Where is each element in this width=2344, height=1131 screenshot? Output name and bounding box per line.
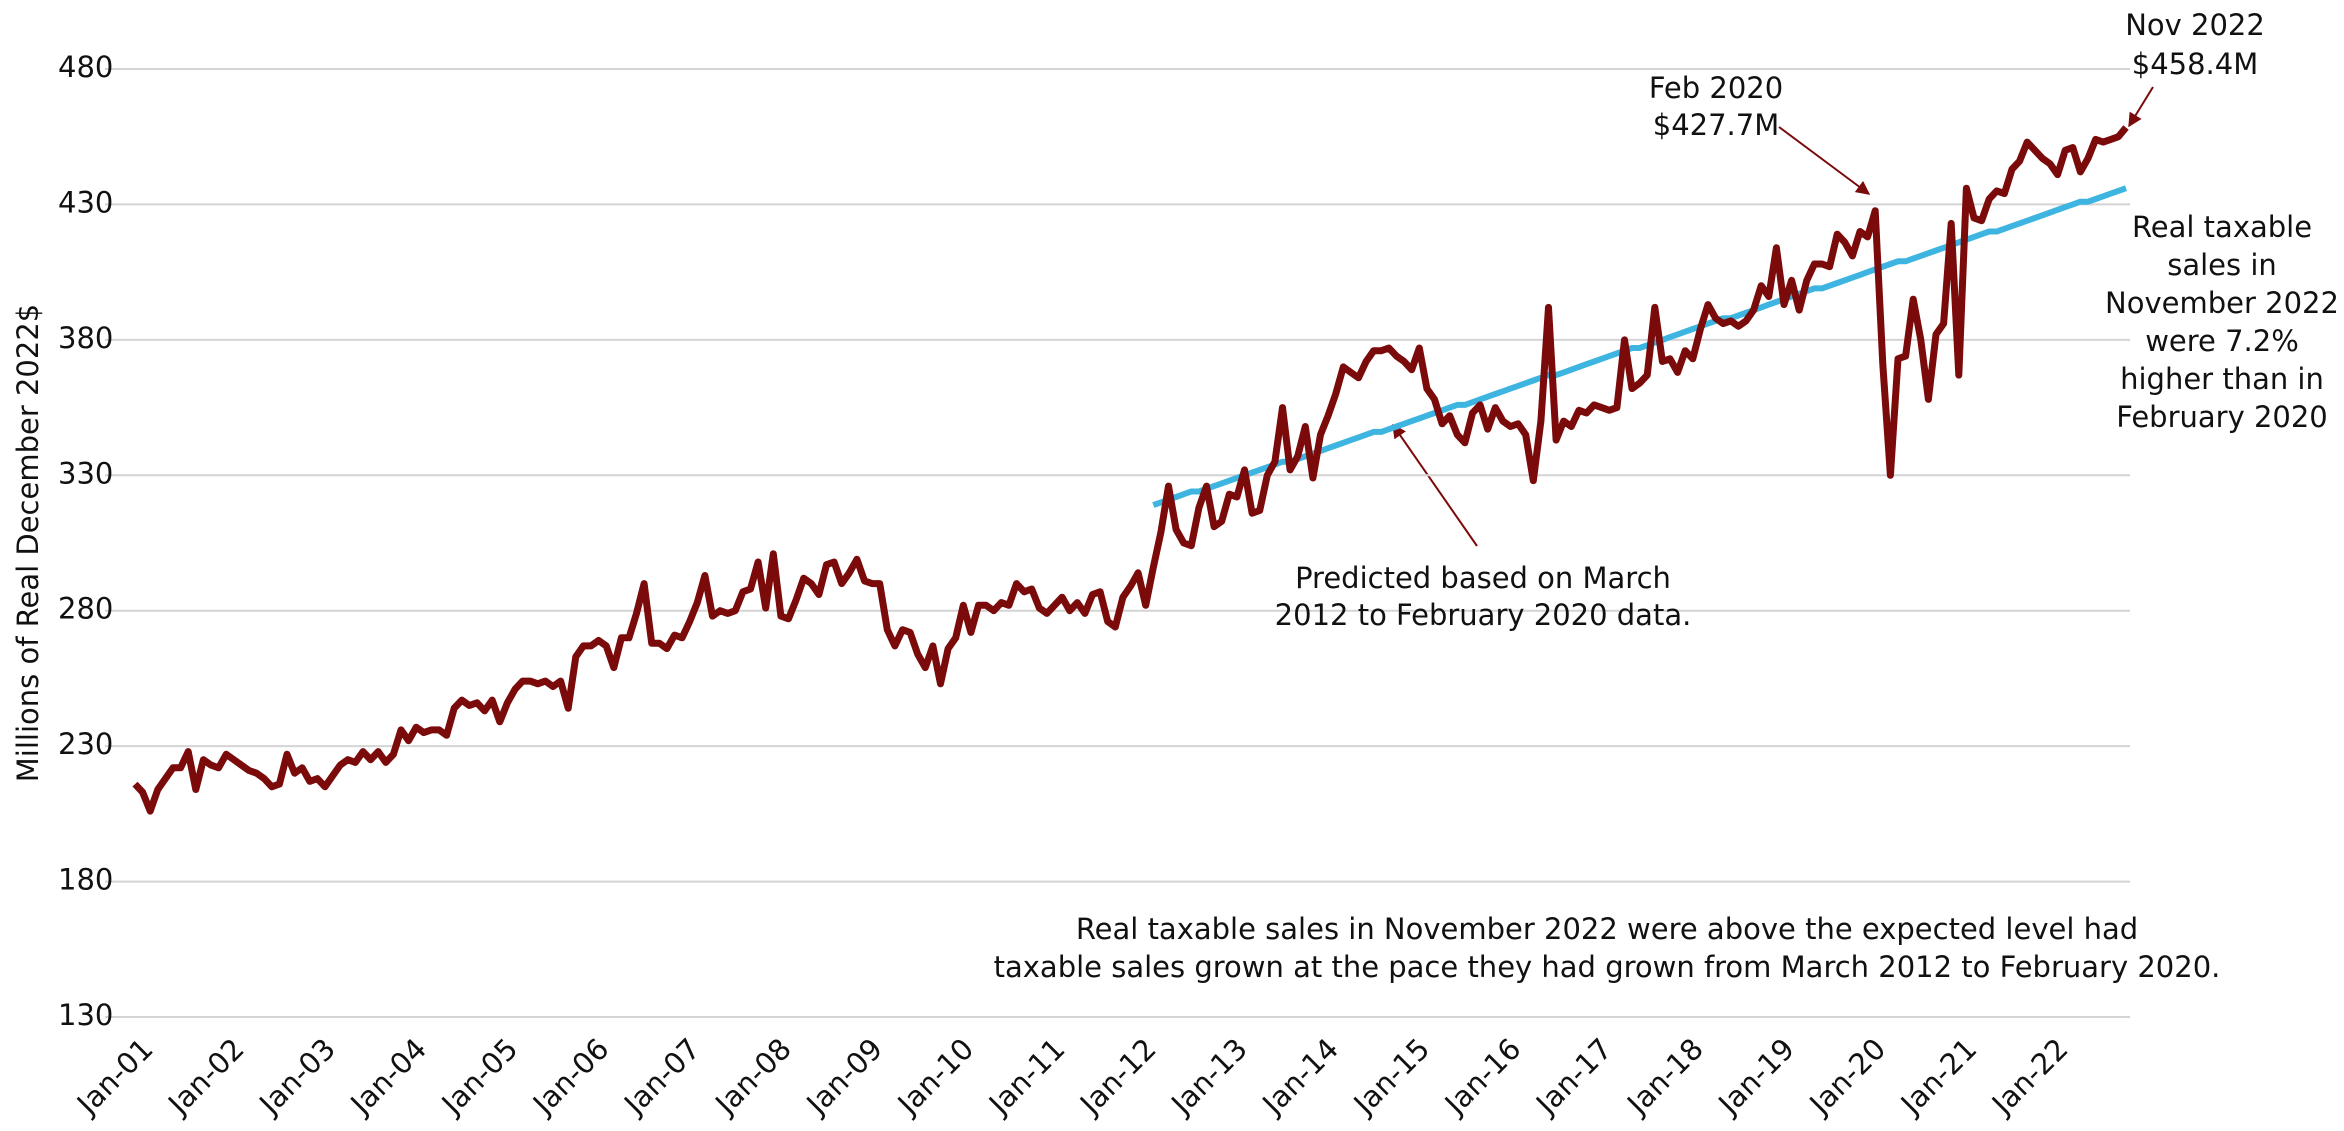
annotation: taxable sales grown at the pace they had… (994, 950, 2221, 984)
x-tick-label: Jan-12 (1072, 1032, 1163, 1123)
y-tick-label: 280 (58, 592, 113, 626)
y-tick-label: 330 (58, 456, 113, 490)
y-axis-label: Millions of Real December 2022$ (11, 304, 45, 782)
annotation: Real taxable sales in November 2022 were… (1076, 912, 2138, 946)
annotation: were 7.2% (2145, 324, 2299, 358)
x-tick-label: Jan-02 (160, 1032, 251, 1123)
x-tick-label: Jan-09 (799, 1032, 890, 1123)
y-tick-label: 180 (58, 863, 113, 897)
arrow (2128, 86, 2154, 128)
x-tick-label: Jan-17 (1528, 1032, 1619, 1123)
x-tick-label: Jan-07 (616, 1032, 707, 1123)
x-tick-label: Jan-14 (1255, 1032, 1346, 1123)
annotation: $458.4M (2132, 47, 2259, 81)
annotation: Nov 2022 (2125, 8, 2265, 42)
x-tick-label: Jan-20 (1802, 1032, 1893, 1123)
y-tick-label: 230 (58, 727, 113, 761)
x-tick-label: Jan-04 (343, 1032, 434, 1123)
x-tick-label: Jan-06 (525, 1032, 616, 1123)
series-line (132, 125, 2129, 815)
annotation: November 2022 (2105, 286, 2339, 320)
annotation: higher than in (2120, 362, 2324, 396)
x-tick-label: Jan-03 (251, 1032, 342, 1123)
annotation: Predicted based on March (1295, 561, 1671, 595)
x-tick-label: Jan-08 (707, 1032, 798, 1123)
x-tick-label: Jan-19 (1710, 1032, 1801, 1123)
annotation: sales in (2167, 248, 2277, 282)
y-tick-label: 380 (58, 321, 113, 355)
annotation: Real taxable (2132, 210, 2312, 244)
x-tick-label: Jan-11 (981, 1032, 1072, 1123)
arrow (1392, 423, 1478, 547)
annotation: Feb 2020 (1649, 71, 1783, 105)
x-tick-label: Jan-18 (1619, 1032, 1710, 1123)
y-tick-label: 130 (58, 998, 113, 1032)
y-tick-label: 480 (58, 50, 113, 84)
x-tick-label: Jan-21 (1893, 1032, 1984, 1123)
x-tick-label: Jan-05 (434, 1032, 525, 1123)
annotation: February 2020 (2116, 400, 2328, 434)
x-tick-label: Jan-10 (890, 1032, 981, 1123)
x-tick-label: Jan-15 (1346, 1032, 1437, 1123)
x-tick-label: Jan-01 (69, 1032, 160, 1123)
annotation: $427.7M (1653, 108, 1780, 142)
x-tick-label: Jan-16 (1437, 1032, 1528, 1123)
y-tick-label: 430 (58, 185, 113, 219)
annotation: 2012 to February 2020 data. (1275, 598, 1692, 632)
x-tick-label: Jan-22 (1984, 1032, 2075, 1123)
arrow (1778, 126, 1871, 195)
x-tick-label: Jan-13 (1163, 1032, 1254, 1123)
